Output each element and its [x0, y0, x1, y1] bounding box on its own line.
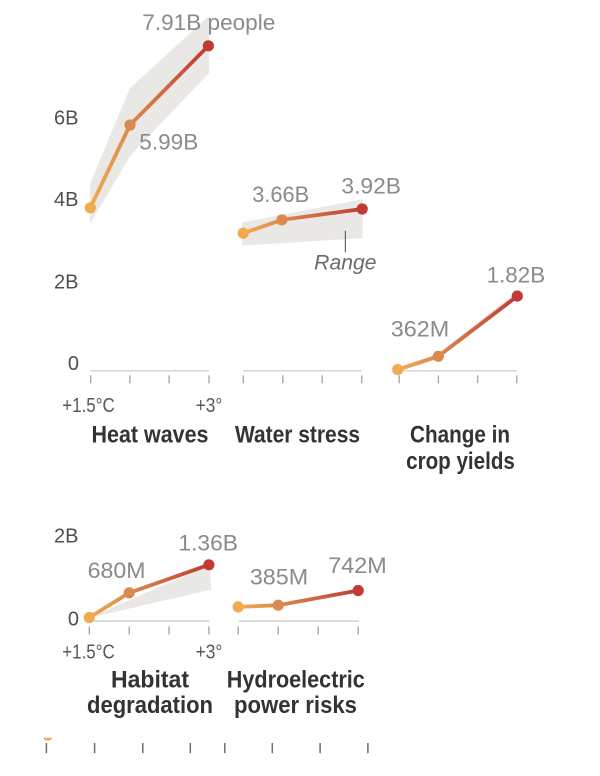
svg-text:0: 0 [68, 609, 79, 631]
svg-text:4B: 4B [54, 189, 78, 211]
svg-text:7.91B people: 7.91B people [142, 10, 275, 35]
svg-text:5.99B: 5.99B [139, 130, 198, 155]
svg-text:680M: 680M [88, 558, 146, 583]
svg-text:+3°: +3° [196, 642, 223, 664]
svg-text:+3°: +3° [196, 395, 223, 417]
svg-text:3.66B: 3.66B [252, 182, 309, 207]
svg-text:power risks: power risks [234, 692, 357, 719]
svg-text:3.92B: 3.92B [341, 173, 401, 198]
svg-text:degradation: degradation [87, 692, 213, 719]
svg-text:1.82B: 1.82B [487, 263, 546, 288]
svg-text:Hydroelectric: Hydroelectric [227, 667, 365, 694]
svg-text:2B: 2B [54, 272, 78, 294]
svg-text:+1.5°C: +1.5°C [62, 642, 115, 664]
svg-text:2B: 2B [54, 526, 78, 548]
svg-text:6B: 6B [54, 107, 78, 129]
svg-text:Heat waves: Heat waves [92, 421, 209, 448]
svg-text:742M: 742M [328, 553, 386, 578]
svg-text:385M: 385M [250, 565, 308, 590]
svg-text:1.36B: 1.36B [178, 530, 238, 555]
svg-text:362M: 362M [391, 317, 450, 342]
svg-text:Habitat: Habitat [111, 667, 189, 694]
svg-text:crop yields: crop yields [406, 448, 515, 475]
svg-text:Water stress: Water stress [235, 421, 360, 448]
svg-text:+1.5°C: +1.5°C [62, 395, 115, 417]
svg-text:Change in: Change in [410, 421, 510, 448]
svg-text:0: 0 [68, 353, 79, 375]
svg-text:Range: Range [314, 251, 376, 274]
